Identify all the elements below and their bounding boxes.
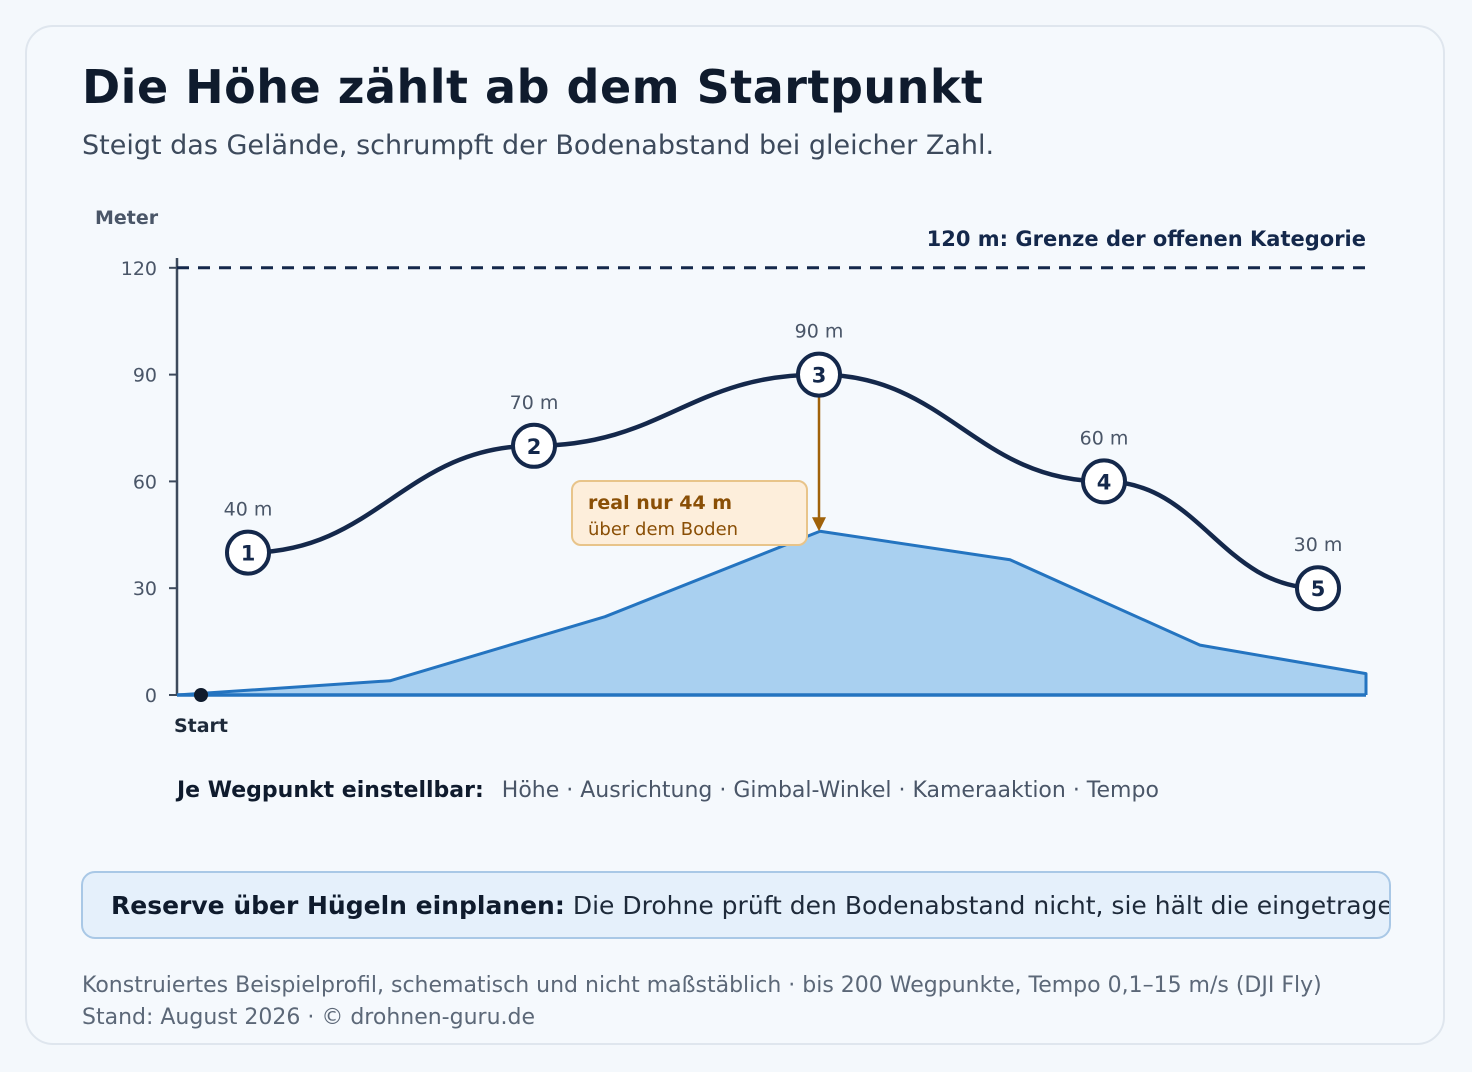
altitude-chart: Meter 0 30 60 90 120 Start 120 m: Grenze der … bbox=[95, 207, 1368, 737]
waypoint-marker bbox=[511, 422, 557, 469]
waypoint-number: 4 bbox=[1097, 470, 1112, 494]
waypoint-number: 2 bbox=[527, 435, 542, 459]
y-tick-label: 120 bbox=[121, 258, 157, 280]
y-tick-label: 60 bbox=[133, 471, 157, 493]
waypoint-3: 3 90 m bbox=[795, 321, 844, 398]
waypoint-marker bbox=[225, 529, 271, 576]
waypoint-params: Je Wegpunkt einstellbar: Höhe · Ausrichtu… bbox=[177, 778, 1159, 803]
waypoint-altitude-label: 30 m bbox=[1294, 534, 1343, 556]
clearance-arrowhead bbox=[812, 517, 826, 532]
waypoint-marker bbox=[796, 351, 842, 398]
callout-strong: Reserve über Hügeln einplanen: bbox=[111, 890, 565, 920]
y-tick-label: 30 bbox=[133, 578, 157, 600]
waypoint-marker bbox=[1081, 458, 1127, 505]
params-label: Je Wegpunkt einstellbar: bbox=[177, 778, 484, 803]
clearance-box bbox=[571, 480, 808, 546]
reserve-callout: Reserve über Hügeln einplanen: Die Drohn… bbox=[81, 871, 1391, 939]
footer-credit: Stand: August 2026 · © drohnen-guru.de bbox=[82, 1005, 536, 1030]
waypoint-altitude-label: 90 m bbox=[795, 321, 844, 343]
waypoint-number: 3 bbox=[812, 364, 827, 388]
waypoint-altitude-label: 70 m bbox=[510, 392, 559, 414]
y-axis-label: Meter bbox=[95, 207, 159, 229]
waypoint-number: 1 bbox=[241, 542, 256, 566]
waypoint-altitude-label: 40 m bbox=[224, 499, 273, 521]
terrain-area bbox=[177, 531, 1366, 695]
y-tick-label: 90 bbox=[133, 365, 157, 387]
clearance-value: real nur 44 m bbox=[588, 492, 732, 514]
callout-text: Die Drohne prüft den Bodenabstand nicht,… bbox=[572, 890, 1389, 920]
page-subtitle: Steigt das Gelände, schrumpft der Bodena… bbox=[82, 130, 995, 161]
start-label: Start bbox=[174, 715, 228, 737]
footer-note: Konstruiertes Beispielprofil, schematisc… bbox=[82, 973, 1322, 998]
y-tick-label: 0 bbox=[145, 685, 157, 707]
start-dot bbox=[194, 688, 208, 702]
clearance-caption: über dem Boden bbox=[588, 519, 738, 540]
waypoint-5: 5 30 m bbox=[1294, 534, 1343, 612]
terrain-line bbox=[176, 529, 1368, 697]
waypoint-4: 4 60 m bbox=[1080, 427, 1129, 505]
page-title: Die Höhe zählt ab dem Startpunkt bbox=[82, 60, 984, 114]
waypoint-1: 1 40 m bbox=[224, 499, 273, 576]
waypoint-altitude-label: 60 m bbox=[1080, 427, 1129, 449]
waypoint-number: 5 bbox=[1311, 577, 1326, 601]
waypoint-marker bbox=[1295, 565, 1341, 612]
limit-label: 120 m: Grenze der offenen Kategorie bbox=[927, 227, 1366, 251]
params-items: Höhe · Ausrichtung · Gimbal-Winkel · Kam… bbox=[501, 778, 1159, 803]
waypoint-2: 2 70 m bbox=[510, 392, 559, 469]
